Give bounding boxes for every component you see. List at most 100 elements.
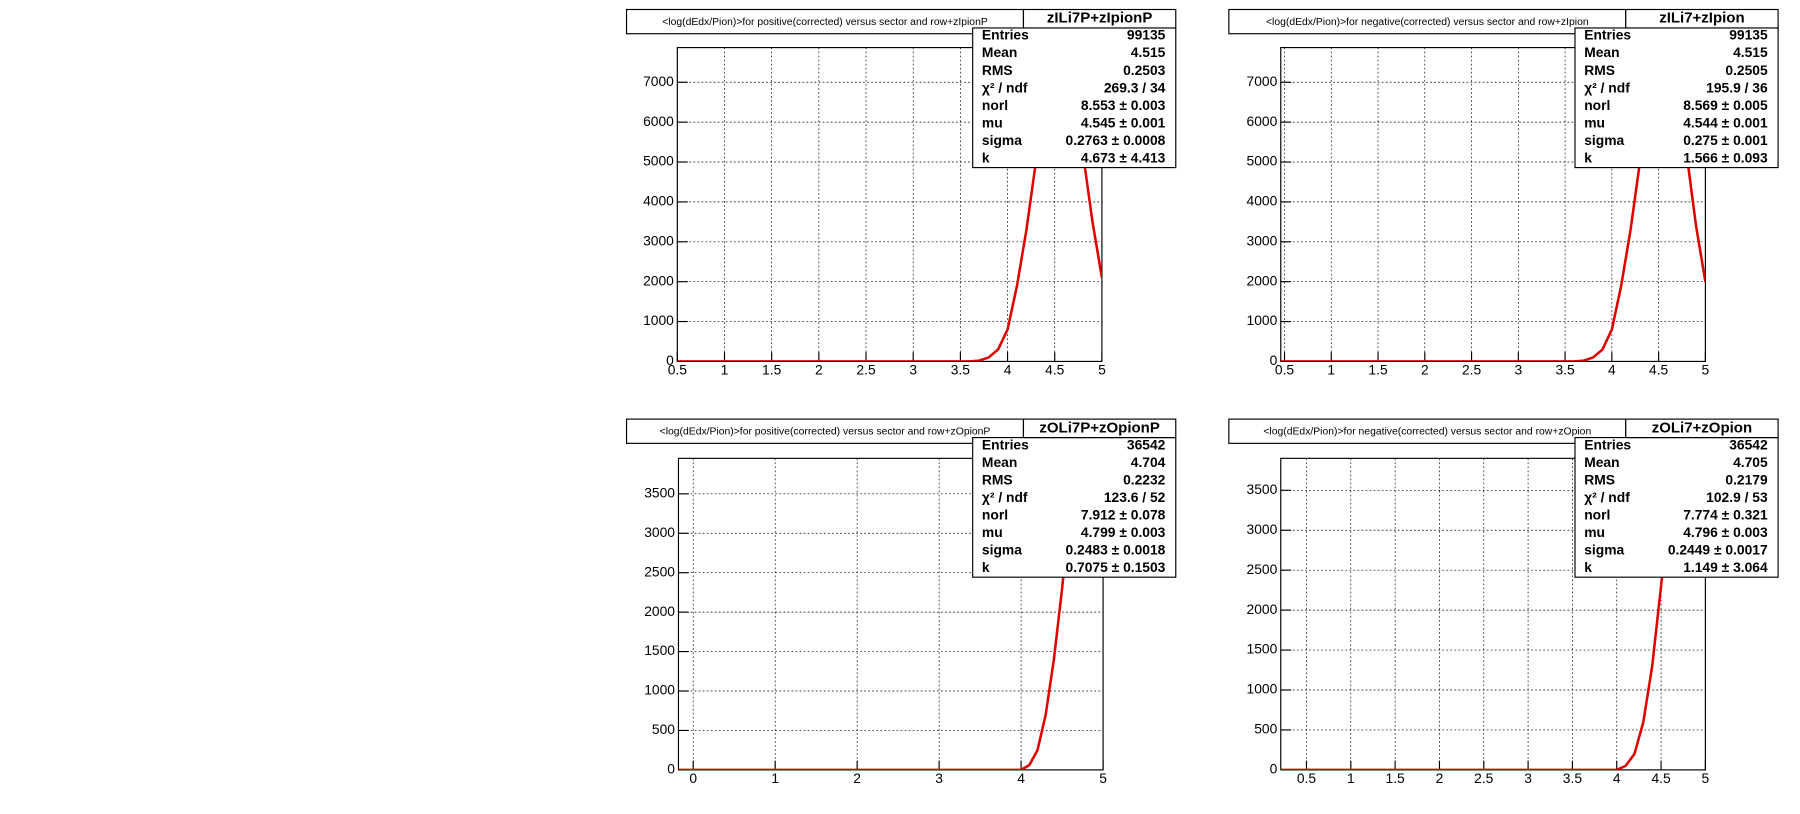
stat-value: 4.705	[1733, 454, 1768, 470]
stat-value: 0.2503	[1123, 62, 1166, 78]
stat-label: RMS	[982, 471, 1013, 487]
y-tick-label: 500	[652, 721, 675, 737]
title-box	[625, 8, 1025, 35]
x-tick-label: 4.5	[1651, 770, 1671, 786]
panel: 0 1000 2000 3000 4000 5000 6000 7000 0.5 1 1.5 2 2.5…	[625, 8, 1177, 377]
histogram-name: zILi7+zIpion	[1659, 10, 1744, 27]
stat-label: k	[1584, 559, 1592, 575]
stat-value: 195.9 / 36	[1706, 79, 1768, 95]
stat-label: χ² / ndf	[1584, 79, 1630, 95]
y-tick-label: 2000	[644, 603, 675, 619]
title-box	[625, 418, 1025, 444]
y-tick-label: 3000	[1247, 521, 1278, 537]
stat-value: 1.566 ± 0.093	[1683, 149, 1768, 165]
x-tick-label: 1	[771, 770, 779, 786]
x-tick-label: 1.5	[762, 361, 782, 377]
x-tick-label: 4	[1608, 361, 1616, 377]
stat-label: norl	[982, 97, 1008, 113]
stat-label: k	[1584, 149, 1592, 165]
x-tick-label: 3.5	[1563, 770, 1583, 786]
stat-label: norl	[1584, 506, 1610, 522]
stat-value: 4.515	[1733, 44, 1768, 60]
y-tick-label: 3000	[644, 524, 675, 540]
y-tick-label: 5000	[643, 153, 674, 169]
y-tick-label: 5000	[1247, 153, 1278, 169]
title-box	[1228, 8, 1627, 35]
x-tick-label: 5	[1099, 770, 1107, 786]
stat-label: χ² / ndf	[982, 489, 1028, 505]
stat-label: mu	[982, 114, 1003, 130]
stat-value: 0.7075 ± 0.1503	[1066, 559, 1166, 575]
y-tick-label: 2500	[644, 563, 675, 579]
y-tick-label: 2000	[1247, 601, 1278, 617]
title-box	[1228, 418, 1627, 444]
x-tick-label: 4.5	[1045, 361, 1065, 377]
stat-label: Entries	[982, 436, 1029, 452]
stat-value: 7.912 ± 0.078	[1081, 506, 1166, 522]
panel: 0 1000 2000 3000 4000 5000 6000 7000 0.5 1 1.5 2 2.5…	[1228, 8, 1779, 377]
stat-label: mu	[982, 524, 1003, 540]
stats-header	[1022, 8, 1177, 29]
chart-title: <log(dEdx/Pion)>for positive(corrected) …	[662, 17, 988, 28]
x-tick-label: 2.5	[1474, 770, 1494, 786]
y-tick-label: 0	[666, 352, 674, 368]
stat-value: 4.704	[1131, 454, 1166, 470]
stat-value: 99135	[1729, 27, 1768, 43]
stat-value: 4.796 ± 0.003	[1683, 524, 1768, 540]
stat-label: k	[982, 559, 990, 575]
y-tick-label: 3000	[643, 232, 674, 248]
x-tick-label: 2.5	[856, 361, 876, 377]
x-tick-label: 2	[1421, 361, 1429, 377]
histogram-name: zILi7P+zIpionP	[1047, 10, 1152, 27]
x-tick-label: 2	[815, 361, 823, 377]
y-tick-label: 7000	[643, 73, 674, 89]
stat-label: RMS	[1584, 62, 1615, 78]
chart-title: <log(dEdx/Pion)>for negative(corrected) …	[1266, 17, 1589, 28]
stat-value: 7.774 ± 0.321	[1683, 506, 1768, 522]
stats-box	[1574, 27, 1779, 169]
stat-label: χ² / ndf	[1584, 489, 1630, 505]
stats-box	[972, 437, 1177, 578]
x-tick-label: 1	[1327, 361, 1335, 377]
histogram-name: zOLi7P+zOpionP	[1039, 419, 1159, 436]
chart-title: <log(dEdx/Pion)>for negative(corrected) …	[1263, 427, 1591, 438]
y-tick-label: 7000	[1247, 73, 1278, 89]
x-tick-label: 1.5	[1386, 770, 1406, 786]
stat-value: 36542	[1127, 436, 1166, 452]
stat-value: 4.515	[1131, 44, 1166, 60]
stat-value: 0.2505	[1725, 62, 1768, 78]
stat-value: 36542	[1729, 436, 1768, 452]
fit-line	[678, 458, 1104, 770]
stat-label: RMS	[1584, 471, 1615, 487]
stat-label: sigma	[1584, 132, 1624, 148]
x-tick-label: 3.5	[951, 361, 971, 377]
x-tick-label: 1	[721, 361, 729, 377]
stat-value: 1.149 ± 3.064	[1683, 559, 1768, 575]
histogram-name: zOLi7+zOpion	[1652, 419, 1752, 436]
fit-line	[1280, 458, 1706, 770]
stat-label: sigma	[1584, 542, 1624, 558]
y-tick-label: 1000	[644, 682, 675, 698]
x-tick-label: 0.5	[1297, 770, 1317, 786]
stats-header	[1022, 418, 1177, 439]
x-tick-label: 1	[1347, 770, 1355, 786]
stat-label: Entries	[982, 27, 1029, 43]
x-tick-label: 2	[1436, 770, 1444, 786]
stat-value: 102.9 / 53	[1706, 489, 1768, 505]
y-tick-label: 4000	[643, 193, 674, 209]
x-tick-label: 5	[1702, 770, 1710, 786]
stat-label: mu	[1584, 114, 1605, 130]
stat-value: 8.553 ± 0.003	[1081, 97, 1166, 113]
y-tick-label: 4000	[1247, 193, 1278, 209]
stat-value: 0.2179	[1725, 471, 1768, 487]
stat-label: Mean	[982, 44, 1017, 60]
x-tick-label: 3	[1524, 770, 1532, 786]
x-tick-label: 3	[1514, 361, 1522, 377]
x-tick-label: 2.5	[1462, 361, 1482, 377]
y-tick-label: 1000	[1247, 681, 1278, 697]
y-tick-label: 1000	[1247, 312, 1278, 328]
stat-label: norl	[982, 506, 1008, 522]
y-tick-label: 2000	[643, 272, 674, 288]
stat-value: 4.544 ± 0.001	[1683, 114, 1768, 130]
